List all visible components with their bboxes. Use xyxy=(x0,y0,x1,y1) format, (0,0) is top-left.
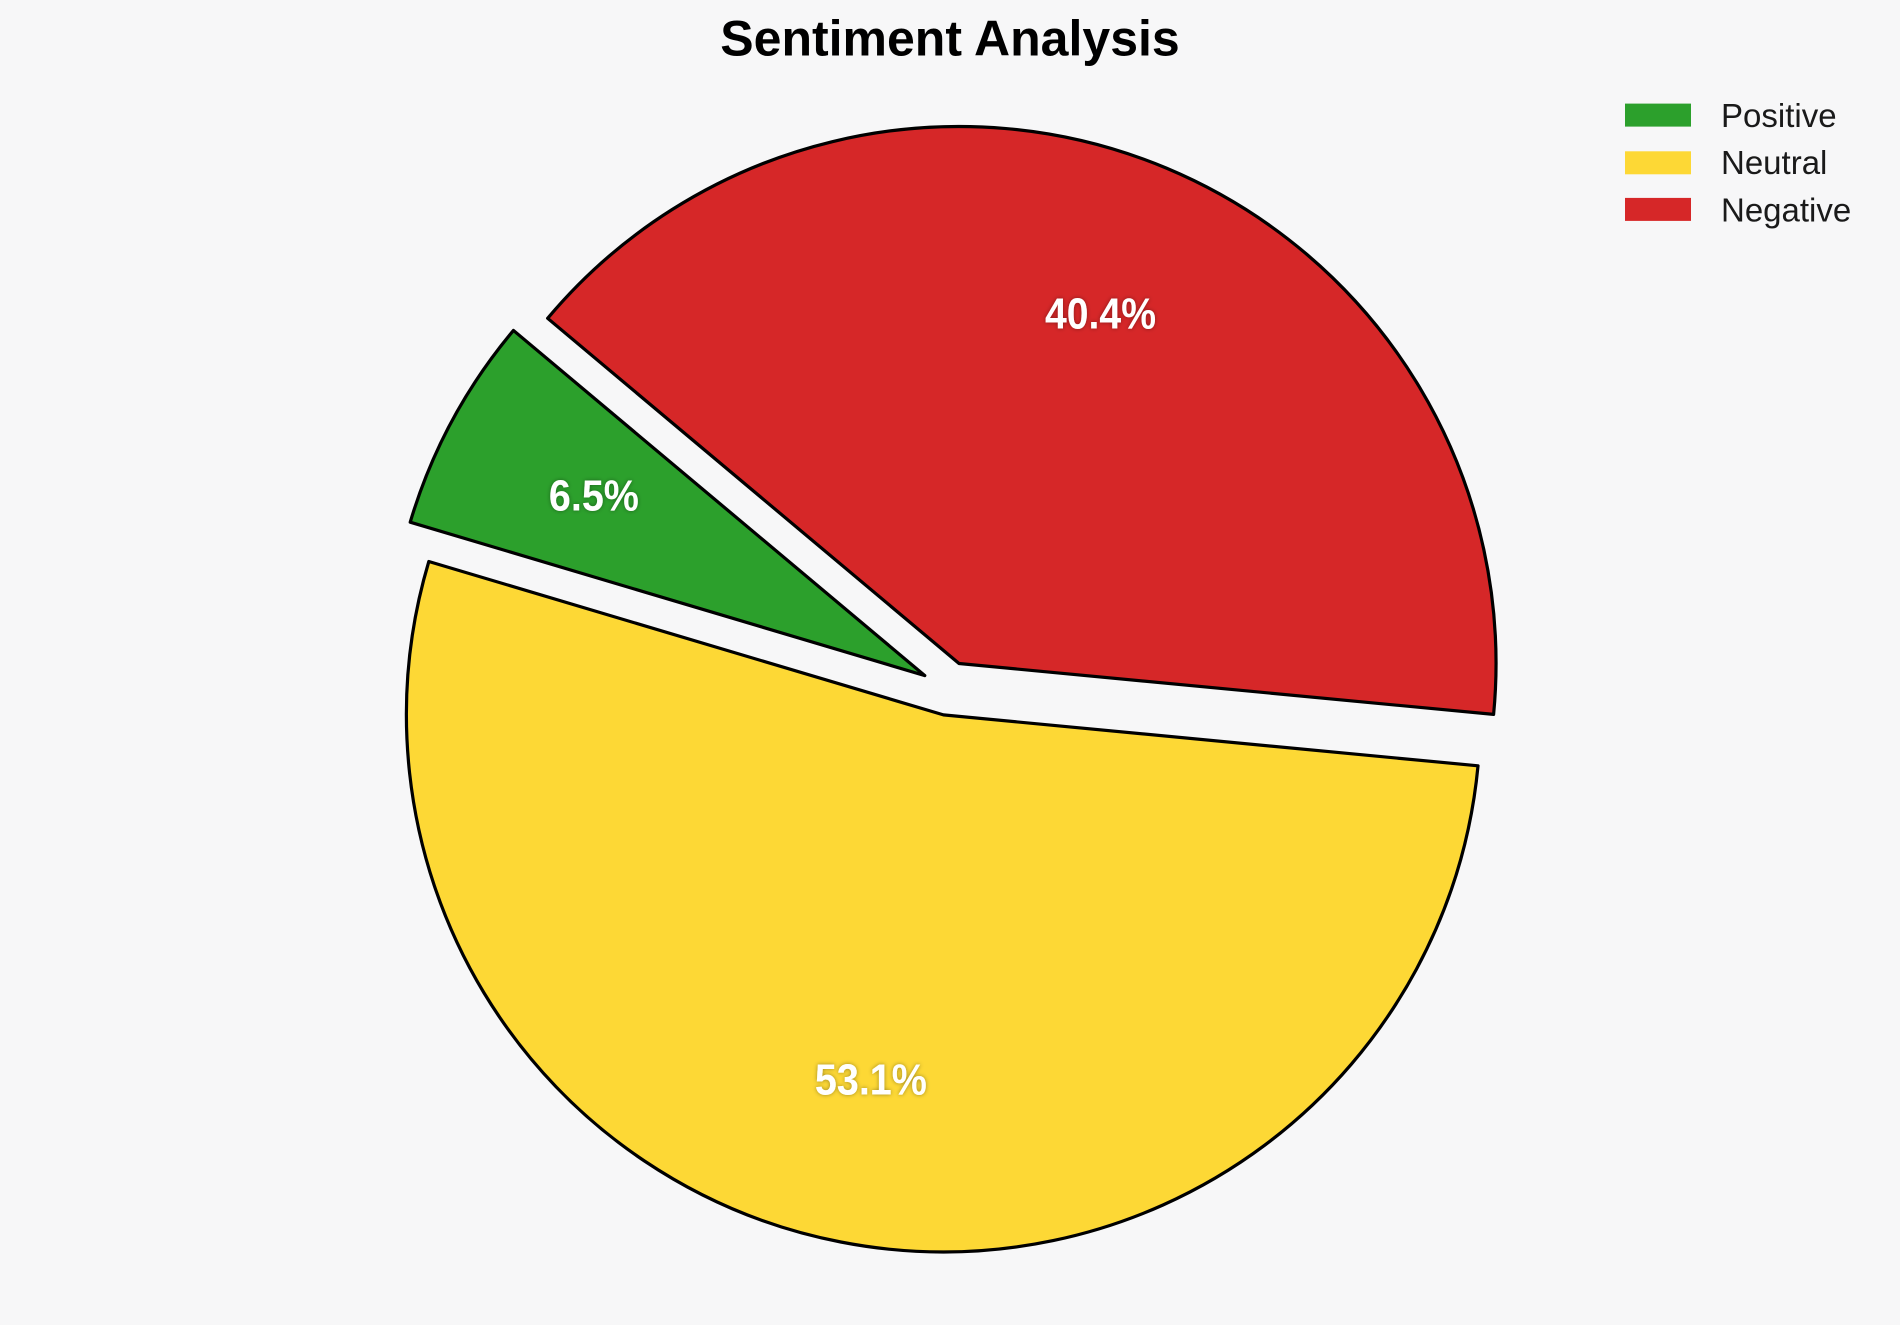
svg-text:Sentiment Analysis: Sentiment Analysis xyxy=(720,11,1179,67)
svg-text:6.5%: 6.5% xyxy=(549,472,639,521)
svg-text:Neutral: Neutral xyxy=(1721,144,1827,181)
svg-text:Positive: Positive xyxy=(1721,97,1837,134)
svg-text:53.1%: 53.1% xyxy=(815,1056,927,1105)
svg-text:Negative: Negative xyxy=(1721,191,1851,228)
svg-text:40.4%: 40.4% xyxy=(1045,290,1156,339)
